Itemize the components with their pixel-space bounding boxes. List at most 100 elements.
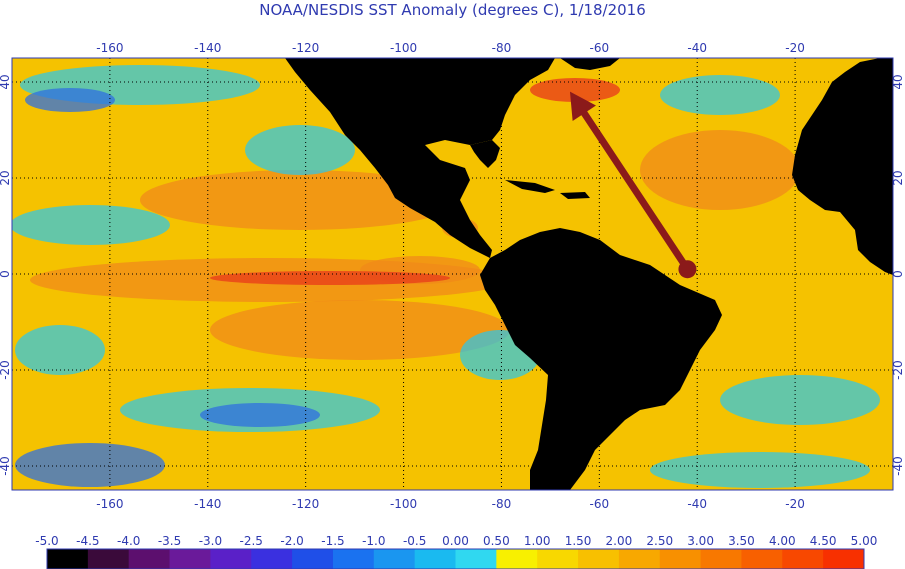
legend-swatch xyxy=(700,549,742,569)
lon-tick-label-top: -160 xyxy=(96,41,123,55)
legend-tick-label: -4.0 xyxy=(117,534,140,548)
legend-tick-label: 3.50 xyxy=(728,534,755,548)
lon-tick-label-bottom: -60 xyxy=(590,497,610,511)
lon-tick-label-bottom: -140 xyxy=(194,497,221,511)
legend-tick-label: 4.50 xyxy=(810,534,837,548)
legend-tick-label: 1.50 xyxy=(565,534,592,548)
north-pacific-cold xyxy=(25,88,115,112)
legend-swatch xyxy=(47,549,89,569)
lon-tick-label-top: -100 xyxy=(390,41,417,55)
legend-swatch xyxy=(659,549,702,569)
lon-tick-label-top: -40 xyxy=(687,41,707,55)
legend-tick-label: 4.00 xyxy=(769,534,796,548)
northeast-pacific-cool xyxy=(245,125,355,175)
legend-tick-label: 0.00 xyxy=(442,534,469,548)
legend-swatch xyxy=(823,549,865,569)
florida-land xyxy=(470,140,500,168)
legend-swatch xyxy=(87,549,130,569)
hot-anomaly-regions xyxy=(210,78,620,285)
legend-swatch xyxy=(455,549,497,569)
legend-frame xyxy=(46,548,865,569)
arrow-shaft xyxy=(580,109,691,273)
south-pacific-warm xyxy=(210,300,510,360)
warm-anomaly-regions xyxy=(30,130,800,360)
africa-land xyxy=(792,58,893,275)
land-masses xyxy=(285,58,893,490)
lat-tick-label-right: 20 xyxy=(891,170,905,185)
lon-tick-label-top: -80 xyxy=(492,41,512,55)
legend-swatch xyxy=(292,549,334,569)
legend-tick-label: -0.5 xyxy=(403,534,426,548)
lon-tick-label-bottom: -120 xyxy=(292,497,319,511)
legend-tick-label: -4.5 xyxy=(76,534,99,548)
lon-tick-label-bottom: -20 xyxy=(785,497,805,511)
north-atlantic-warm xyxy=(640,130,800,210)
lat-tick-label-right: 40 xyxy=(891,74,905,89)
arrow-tail-dot xyxy=(678,260,697,279)
legend-tick-label: -3.0 xyxy=(199,534,222,548)
west-pacific-cool-band xyxy=(12,205,170,245)
lat-tick-label-right: 0 xyxy=(891,270,905,278)
lon-tick-label-top: -20 xyxy=(785,41,805,55)
legend-swatch xyxy=(618,549,661,569)
annotation-arrow xyxy=(569,91,697,279)
south-atlantic-cool xyxy=(720,375,880,425)
lat-tick-label-left: 40 xyxy=(0,74,12,89)
lon-tick-label-bottom: -100 xyxy=(390,497,417,511)
west-pacific-south-cool xyxy=(15,325,105,375)
map-title: NOAA/NESDIS SST Anomaly (degrees C), 1/1… xyxy=(259,1,646,19)
lon-tick-label-top: -60 xyxy=(590,41,610,55)
greenland-canada-land xyxy=(560,58,620,70)
south-america-land xyxy=(480,228,722,490)
north-america-land xyxy=(285,58,555,258)
lat-tick-label-left: 20 xyxy=(0,170,12,185)
legend-swatch xyxy=(578,549,620,569)
legend-tick-label: -3.5 xyxy=(158,534,181,548)
cuba-land xyxy=(505,180,555,193)
plot-area xyxy=(12,58,893,490)
lon-tick-label-bottom: -160 xyxy=(96,497,123,511)
lon-tick-label-bottom: -80 xyxy=(492,497,512,511)
legend-tick-label: 3.00 xyxy=(687,534,714,548)
legend-tick-label: -2.0 xyxy=(280,534,303,548)
south-pacific-cold xyxy=(200,403,320,427)
legend-tick-label: 5.00 xyxy=(851,534,878,548)
legend-swatch xyxy=(537,549,579,569)
arrow-head xyxy=(569,91,596,122)
lat-tick-label-right: -40 xyxy=(891,456,905,476)
legend-swatch xyxy=(741,549,783,569)
legend-swatch xyxy=(210,549,252,569)
legend-swatch xyxy=(373,549,416,569)
plot-frame xyxy=(11,57,894,491)
legend-tick-label: -1.0 xyxy=(362,534,385,548)
lon-tick-label-top: -140 xyxy=(194,41,221,55)
legend-swatch xyxy=(251,549,293,569)
mid-atlantic-cool xyxy=(660,75,780,115)
southwest-pacific-cold xyxy=(15,443,165,487)
legend-tick-label: 0.50 xyxy=(483,534,510,548)
legend-swatch xyxy=(332,549,375,569)
legend-swatch xyxy=(128,549,171,569)
legend-swatch xyxy=(414,549,456,569)
legend-tick-label: 2.00 xyxy=(606,534,633,548)
legend-swatch xyxy=(169,549,211,569)
cold-anomaly-regions xyxy=(15,88,320,487)
far-south-atlantic-cool xyxy=(650,452,870,488)
lon-tick-label-bottom: -40 xyxy=(687,497,707,511)
legend-swatch xyxy=(496,549,538,569)
legend-swatch xyxy=(782,549,824,569)
hispaniola-land xyxy=(560,192,590,199)
legend-tick-label: -5.0 xyxy=(35,534,58,548)
equatorial-hot-core xyxy=(210,271,450,285)
gulf-stream-hot xyxy=(530,78,620,102)
axis-tick-labels: -160 -160 -140 -140 -120 -120 -100 -100 -80 -80 -6… xyxy=(0,41,905,511)
color-scale-legend: -5.0 -4.5 -4.0 -3.5 -3.0 -2.5 -2.0 -1.5 -1.0 -0.5… xyxy=(35,534,877,569)
lat-tick-label-left: 0 xyxy=(0,270,12,278)
lon-tick-label-top: -120 xyxy=(292,41,319,55)
legend-tick-label: 2.50 xyxy=(646,534,673,548)
legend-tick-label: 1.00 xyxy=(524,534,551,548)
legend-tick-label: -1.5 xyxy=(321,534,344,548)
lat-tick-label-left: -20 xyxy=(0,360,12,380)
lat-tick-label-right: -20 xyxy=(891,360,905,380)
